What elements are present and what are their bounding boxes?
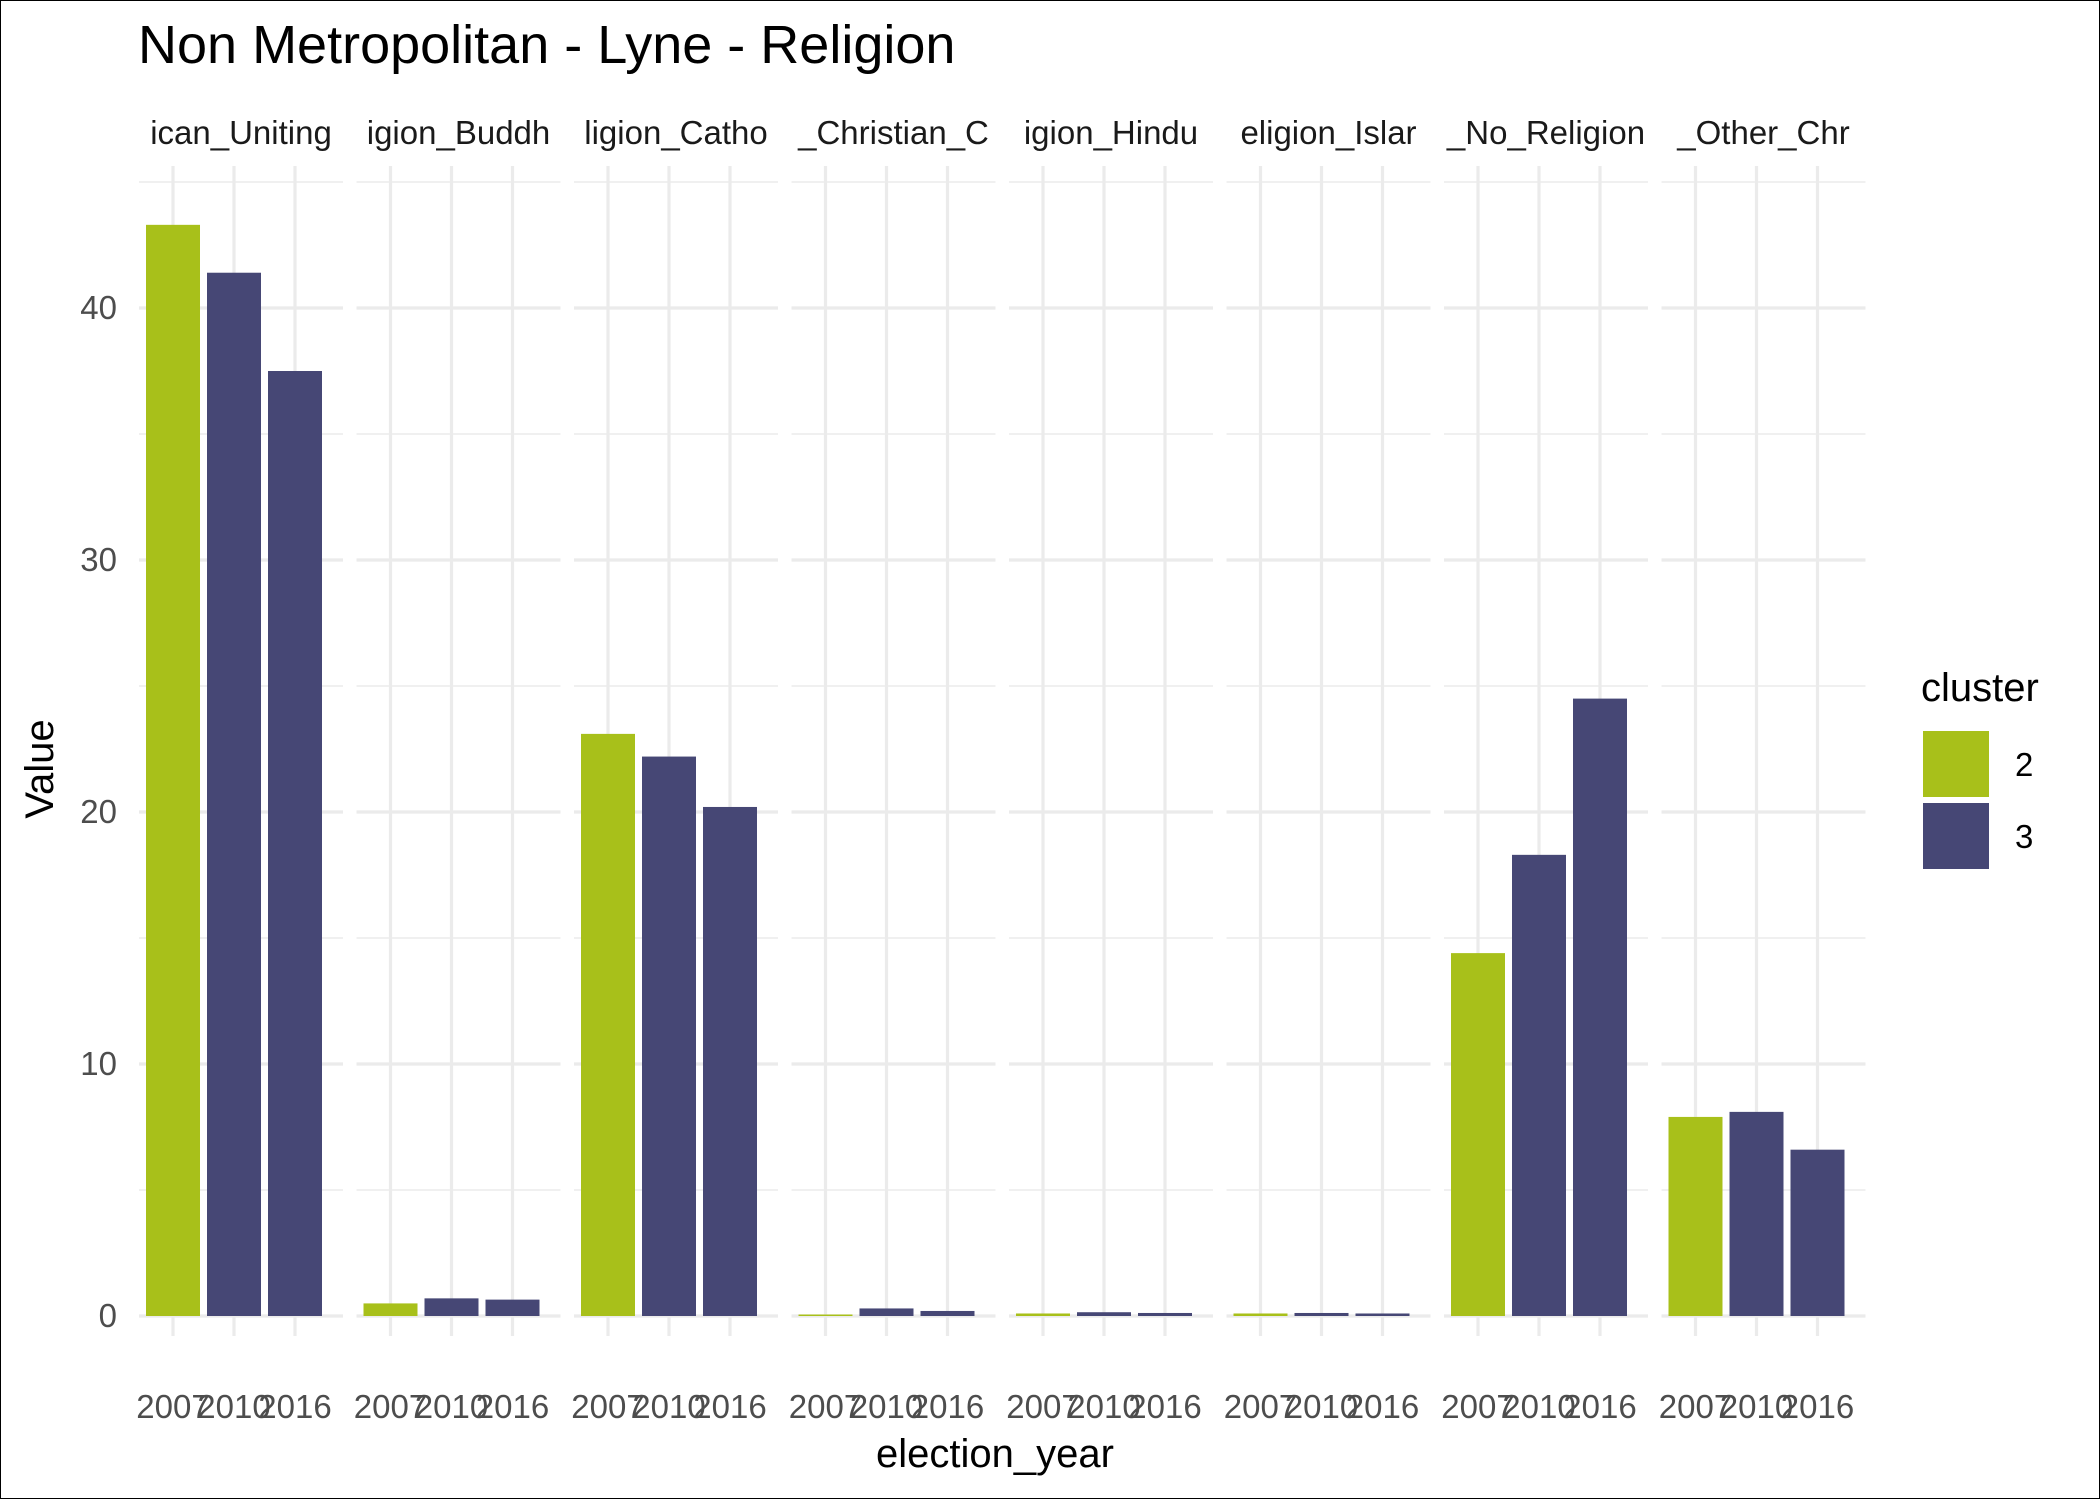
x-tick-label: 2016 [911, 1388, 984, 1425]
bar [703, 806, 757, 1316]
x-tick-label: 2010 [415, 1388, 488, 1425]
x-tick-label: 2007 [1441, 1388, 1514, 1425]
bar [1668, 1116, 1723, 1316]
x-tick-label: 2016 [476, 1388, 549, 1425]
x-tick-label: 2016 [258, 1388, 331, 1425]
x-tick-label: 2010 [1067, 1388, 1140, 1425]
bar [1790, 1149, 1845, 1316]
x-tick-label: 2010 [1285, 1388, 1358, 1425]
bar [581, 733, 635, 1316]
facet-strip-label: _No_Religion [1446, 114, 1645, 151]
x-tick-label: 2016 [1346, 1388, 1419, 1425]
bar [485, 1299, 540, 1316]
bar [859, 1308, 914, 1316]
y-axis-title: Value [18, 719, 62, 818]
x-tick-label: 2010 [197, 1388, 270, 1425]
legend-label: 3 [2015, 818, 2033, 855]
bar [424, 1298, 479, 1316]
x-axis-title: election_year [876, 1432, 1114, 1476]
x-tick-label: 2010 [1720, 1388, 1793, 1425]
bar [1355, 1313, 1410, 1316]
facet-strip-label: igion_Hindu [1024, 114, 1198, 151]
chart-title: Non Metropolitan - Lyne - Religion [138, 15, 955, 75]
x-tick-label: 2007 [136, 1388, 209, 1425]
bar [1016, 1313, 1070, 1316]
bar [1138, 1312, 1192, 1316]
legend-title: cluster [1921, 666, 2039, 710]
bar [642, 756, 696, 1316]
x-tick-label: 2016 [1563, 1388, 1636, 1425]
x-tick-label: 2016 [1781, 1388, 1854, 1425]
x-tick-label: 2007 [571, 1388, 644, 1425]
x-tick-label: 2007 [1006, 1388, 1079, 1425]
bar [207, 272, 261, 1317]
x-tick-label: 2010 [1502, 1388, 1575, 1425]
bar [268, 371, 322, 1316]
facet-strip-label: ligion_Catho [584, 114, 767, 151]
x-tick-label: 2007 [354, 1388, 427, 1425]
facet-strip-label: eligion_Islar [1240, 114, 1416, 151]
facet-panels: ican_Uniting200720102016igion_Buddh20072… [136, 114, 1866, 1425]
facet-strip-label: _Christian_C [797, 114, 989, 151]
x-tick-label: 2016 [1128, 1388, 1201, 1425]
bar [1077, 1312, 1131, 1316]
bar [1294, 1312, 1349, 1316]
y-tick-label: 10 [80, 1045, 117, 1082]
y-tick-label: 40 [80, 289, 117, 326]
x-tick-label: 2010 [850, 1388, 923, 1425]
y-axis: 0 10 20 30 40 [80, 289, 117, 1334]
x-tick-label: 2007 [1224, 1388, 1297, 1425]
bar [1451, 953, 1505, 1316]
legend-swatch [1923, 731, 1989, 797]
x-tick-label: 2007 [789, 1388, 862, 1425]
y-tick-label: 0 [99, 1297, 117, 1334]
x-tick-label: 2007 [1659, 1388, 1732, 1425]
bar [1233, 1313, 1288, 1316]
facet-strip-label: ican_Uniting [150, 114, 332, 151]
y-tick-label: 30 [80, 541, 117, 578]
facet-strip-label: _Other_Chr [1676, 114, 1849, 151]
y-tick-label: 20 [80, 793, 117, 830]
bar [146, 224, 200, 1317]
legend-label: 2 [2015, 746, 2033, 783]
bar [1729, 1111, 1784, 1316]
legend-swatch [1923, 803, 1989, 869]
legend: cluster 2 3 [1921, 666, 2039, 869]
bar [1573, 698, 1627, 1316]
bar [920, 1310, 975, 1316]
bar [363, 1303, 418, 1316]
bar [798, 1314, 853, 1316]
x-tick-label: 2016 [693, 1388, 766, 1425]
bar [1512, 854, 1566, 1316]
x-tick-label: 2010 [632, 1388, 705, 1425]
facet-strip-label: igion_Buddh [367, 114, 551, 151]
